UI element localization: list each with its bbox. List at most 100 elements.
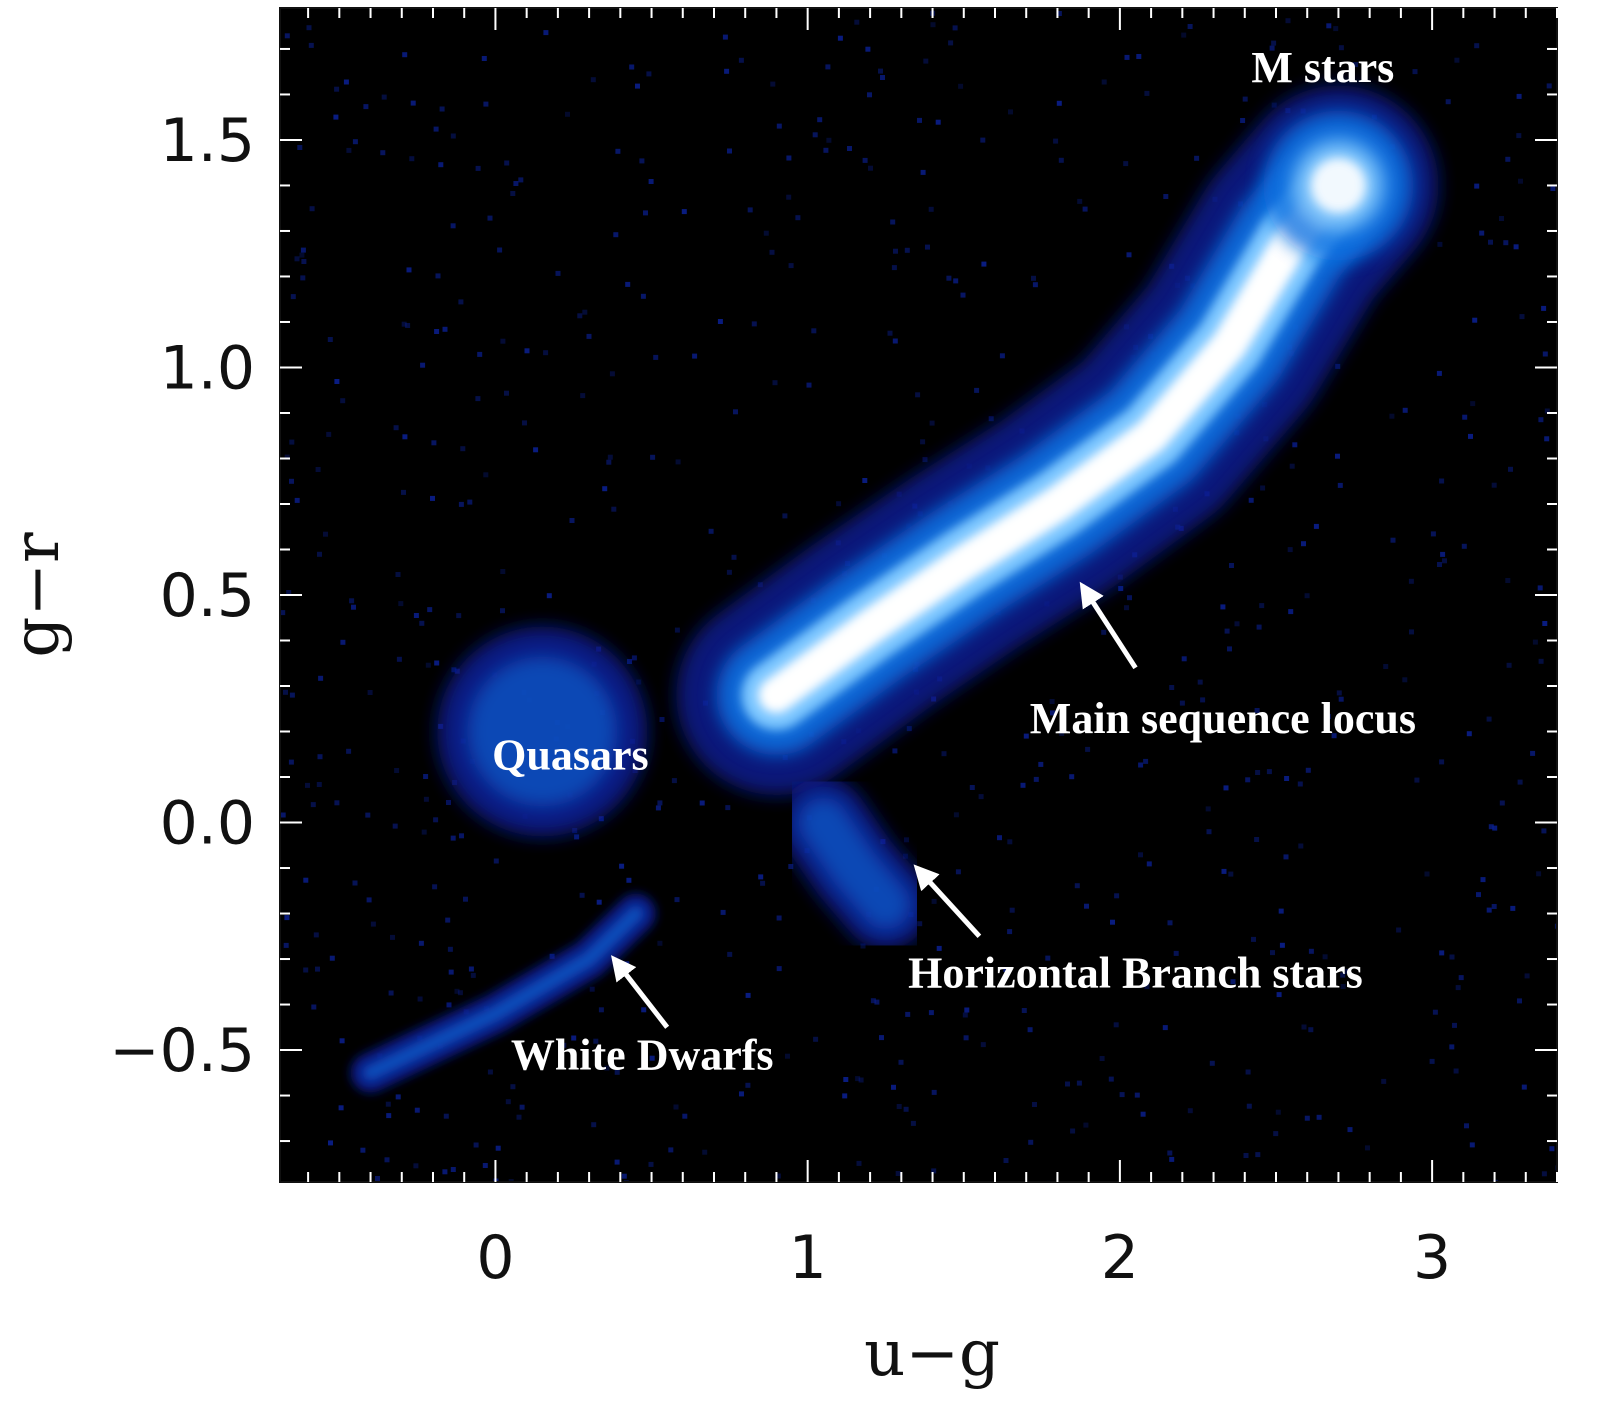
noise-pixel [310,802,316,808]
noise-pixel [1224,628,1230,634]
noise-pixel [425,662,431,668]
noise-pixel [431,440,437,446]
noise-pixel [785,1053,790,1059]
noise-pixel [442,1169,448,1175]
noise-pixel [1338,45,1344,51]
noise-pixel [659,717,665,722]
noise-pixel [1056,100,1062,106]
noise-pixel [500,608,505,614]
noise-pixel [574,834,580,840]
noise-pixel [758,874,764,880]
noise-pixel [473,1142,479,1148]
noise-pixel [636,679,642,685]
noise-pixel [284,915,290,921]
noise-pixel [1228,871,1234,877]
noise-pixel [904,247,910,253]
noise-pixel [586,333,592,339]
noise-pixel [1538,658,1544,664]
noise-pixel [579,892,585,898]
noise-pixel [1544,408,1550,414]
noise-pixel [410,100,416,106]
noise-pixel [352,880,358,886]
noise-pixel [446,800,451,805]
noise-pixel [334,86,340,92]
noise-pixel [1524,973,1530,979]
noise-pixel [1221,868,1227,874]
noise-pixel [1479,230,1485,236]
noise-pixel [892,338,898,344]
noise-pixel [450,223,456,229]
noise-pixel [384,1157,390,1163]
noise-pixel [1045,955,1051,961]
noise-pixel [442,326,448,332]
noise-pixel [1517,779,1523,785]
noise-pixel [865,46,871,52]
noise-pixel [569,518,575,523]
noise-pixel [860,943,866,949]
noise-pixel [1169,1156,1175,1162]
noise-pixel [303,967,309,973]
noise-pixel [1240,118,1246,123]
noise-pixel [1439,478,1445,484]
noise-pixel [825,64,831,70]
noise-pixel [891,265,897,271]
noise-pixel [1402,407,1408,413]
noise-pixel [870,998,876,1004]
noise-pixel [386,1113,392,1119]
noise-pixel [817,117,823,123]
noise-pixel [546,593,552,599]
noise-pixel [339,1038,345,1044]
noise-pixel [1480,877,1486,883]
noise-pixel [393,425,399,431]
y-axis-label: g−r [0,532,74,658]
noise-pixel [621,1173,627,1179]
noise-pixel [1439,950,1445,956]
noise-pixel [1167,1150,1173,1156]
noise-pixel [953,278,959,284]
noise-pixel [349,598,355,604]
noise-pixel [1033,776,1039,782]
noise-pixel [1077,198,1083,204]
noise-pixel [1432,1009,1438,1015]
noise-pixel [1242,96,1248,102]
noise-pixel [868,165,873,171]
noise-pixel [963,1035,969,1041]
noise-pixel [406,267,412,273]
annotation-label: White Dwarfs [511,1031,774,1080]
noise-pixel [401,489,406,495]
noise-pixel [1458,975,1464,981]
noise-pixel [454,988,460,994]
noise-pixel [775,1173,781,1179]
noise-pixel [414,1107,420,1113]
noise-pixel [1518,178,1523,184]
noise-pixel [1541,1171,1547,1177]
noise-pixel [763,230,769,236]
noise-pixel [1023,733,1029,739]
noise-pixel [898,1059,904,1065]
noise-pixel [964,1007,970,1013]
noise-pixel [626,877,632,883]
noise-pixel [1076,1080,1082,1086]
noise-pixel [1305,767,1311,773]
density-blob [467,656,618,807]
noise-pixel [867,92,872,98]
noise-pixel [727,951,733,957]
noise-pixel [508,1179,514,1182]
noise-pixel [451,667,457,673]
noise-pixel [931,1089,937,1095]
noise-pixel [786,194,792,200]
noise-pixel [1243,1153,1249,1158]
noise-pixel [308,42,314,48]
noise-pixel [880,75,885,80]
noise-pixel [1123,161,1129,167]
noise-pixel [1464,1123,1469,1129]
noise-pixel [1069,774,1075,780]
noise-pixel [516,1114,522,1120]
noise-pixel [625,281,631,287]
noise-pixel [463,896,468,902]
noise-pixel [1340,972,1346,978]
noise-pixel [602,486,608,492]
noise-pixel [1143,758,1149,764]
noise-pixel [1167,920,1173,926]
noise-pixel [1383,664,1389,669]
